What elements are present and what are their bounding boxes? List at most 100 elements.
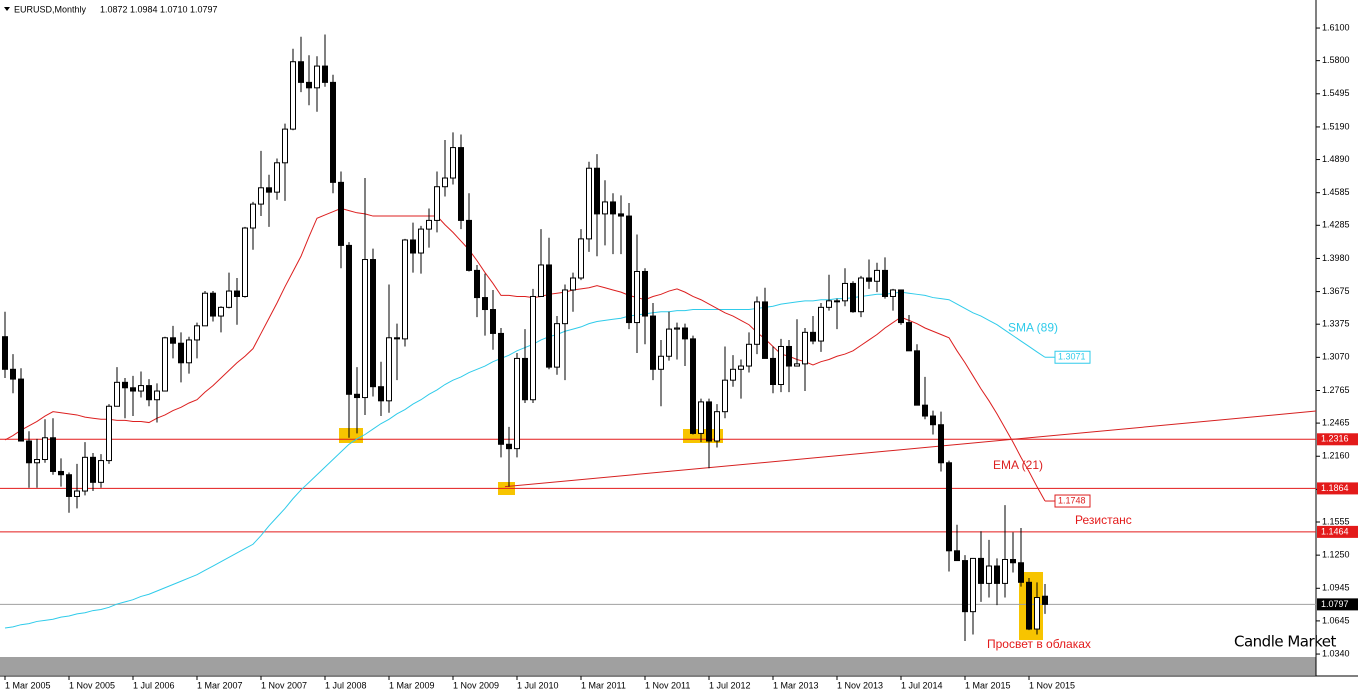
y-tick-label: 1.1250 bbox=[1322, 550, 1350, 560]
candle-body bbox=[138, 385, 144, 392]
candle-body bbox=[602, 201, 608, 215]
y-tick-label: 1.6100 bbox=[1322, 22, 1350, 32]
y-tick-label: 1.2465 bbox=[1322, 417, 1350, 427]
x-tick-label: 1 Mar 2011 bbox=[581, 680, 626, 690]
x-tick-label: 1 Nov 2007 bbox=[261, 680, 307, 690]
candle-body bbox=[890, 289, 896, 297]
header-low: 1.0710 bbox=[160, 4, 188, 14]
annotation: Резистанс bbox=[1075, 513, 1132, 527]
level-box bbox=[1317, 482, 1358, 495]
candle-body bbox=[202, 292, 208, 327]
candle-body bbox=[442, 177, 448, 188]
candle-body bbox=[762, 301, 768, 359]
candle-body bbox=[386, 337, 392, 402]
ma-name: SMA (89) bbox=[1008, 320, 1058, 334]
candle-body bbox=[34, 459, 40, 464]
x-tick-label: 1 Mar 2015 bbox=[965, 680, 1011, 690]
x-tick-label: 1 Mar 2009 bbox=[389, 680, 435, 690]
candle-body bbox=[450, 147, 456, 179]
candle-body bbox=[194, 325, 200, 341]
candle-body bbox=[658, 355, 664, 370]
y-tick-label: 1.4585 bbox=[1322, 187, 1350, 197]
y-tick-label: 1.1555 bbox=[1322, 516, 1350, 526]
candle-body bbox=[858, 277, 864, 313]
candle-body bbox=[1026, 581, 1032, 630]
candle-body bbox=[674, 327, 680, 330]
candle-body bbox=[594, 167, 600, 215]
candle-body bbox=[210, 292, 216, 317]
candle-body bbox=[114, 381, 120, 407]
ma-box bbox=[1054, 494, 1091, 508]
x-tick-label: 1 Nov 2015 bbox=[1029, 680, 1075, 690]
x-tick-label: 1 Nov 2005 bbox=[69, 680, 115, 690]
candle-body bbox=[914, 350, 920, 406]
x-tick-label: 1 Jul 2012 bbox=[709, 680, 751, 690]
candle-body bbox=[26, 440, 32, 464]
candle-body bbox=[994, 565, 1000, 584]
candle-body bbox=[162, 337, 168, 392]
candle-body bbox=[314, 65, 320, 89]
candle-body bbox=[378, 386, 384, 402]
price-box bbox=[1317, 598, 1358, 611]
x-tick-label: 1 Nov 2011 bbox=[645, 680, 690, 690]
candle-body bbox=[10, 368, 16, 380]
candle-body bbox=[298, 61, 304, 83]
level-label: 1.1864 bbox=[1321, 483, 1349, 493]
candle-body bbox=[962, 560, 968, 613]
candle-body bbox=[970, 557, 976, 613]
candle-body bbox=[794, 363, 800, 367]
candle-body bbox=[810, 331, 816, 342]
candle-body bbox=[338, 181, 344, 246]
candle-body bbox=[226, 290, 232, 308]
y-tick-label: 1.4285 bbox=[1322, 220, 1350, 230]
candle-body bbox=[554, 323, 560, 368]
candle-body bbox=[802, 331, 808, 365]
candle-body bbox=[130, 387, 136, 392]
candle-body bbox=[1034, 597, 1040, 630]
candle-body bbox=[306, 81, 312, 89]
candle-body bbox=[458, 147, 464, 221]
candle-body bbox=[498, 332, 504, 445]
x-tick-label: 1 Jul 2006 bbox=[133, 680, 175, 690]
candle-body bbox=[562, 289, 568, 325]
candle-body bbox=[650, 315, 656, 370]
candle-body bbox=[106, 405, 112, 462]
candle-body bbox=[882, 269, 888, 297]
candle-body bbox=[250, 203, 256, 229]
candle-body bbox=[426, 219, 432, 230]
candle-body bbox=[946, 462, 952, 552]
candle-body bbox=[514, 357, 520, 450]
candle-body bbox=[626, 215, 632, 324]
candle-body bbox=[506, 443, 512, 450]
candle-body bbox=[930, 415, 936, 426]
candle-body bbox=[786, 345, 792, 367]
candle-body bbox=[826, 300, 832, 308]
y-tick-label: 1.3375 bbox=[1322, 319, 1350, 329]
candle-body bbox=[778, 345, 784, 386]
candle-body bbox=[58, 470, 64, 476]
candle-body bbox=[682, 327, 688, 340]
y-tick-label: 1.5495 bbox=[1322, 88, 1350, 98]
candle-body bbox=[2, 336, 8, 370]
candle-body bbox=[74, 490, 80, 497]
candle-body bbox=[938, 424, 944, 464]
header-high: 1.0984 bbox=[130, 4, 158, 14]
y-tick-label: 1.4890 bbox=[1322, 154, 1350, 164]
candle-body bbox=[282, 128, 288, 164]
candle-body bbox=[666, 328, 672, 357]
candle-body bbox=[178, 342, 184, 364]
candle-body bbox=[714, 411, 720, 442]
y-tick-label: 1.0945 bbox=[1322, 583, 1350, 593]
x-tick-label: 1 Mar 2007 bbox=[197, 680, 243, 690]
candle-body bbox=[242, 227, 248, 297]
candle-body bbox=[50, 437, 56, 472]
candle-body bbox=[266, 187, 272, 193]
candle-body bbox=[1010, 558, 1016, 564]
candle-body bbox=[410, 239, 416, 254]
y-tick-label: 1.5190 bbox=[1322, 121, 1350, 131]
x-tick-label: 1 Jul 2010 bbox=[517, 680, 559, 690]
candle-body bbox=[1002, 558, 1008, 584]
